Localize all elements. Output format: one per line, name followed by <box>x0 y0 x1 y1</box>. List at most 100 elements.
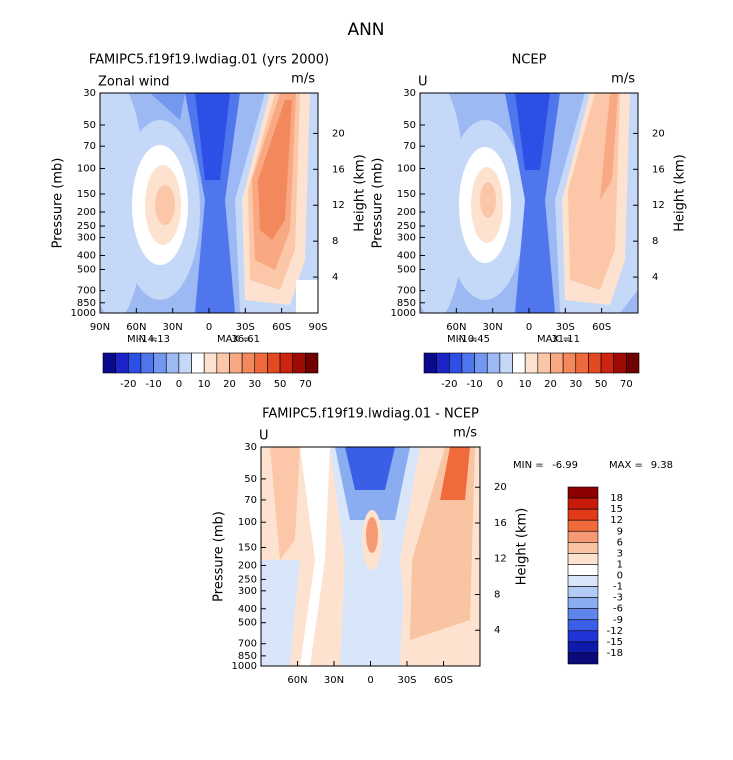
units-label: m/s <box>291 72 315 87</box>
max-value: 31.11 <box>551 334 580 345</box>
x-tick-label: 0 <box>206 322 212 333</box>
colorbar-box <box>567 497 599 510</box>
y-axis-label: Pressure (mb) <box>212 511 227 602</box>
colorbar-box <box>537 352 551 374</box>
x-tick-label: 60S <box>434 675 453 686</box>
contour-field <box>420 93 638 313</box>
y-tick-label: 300 <box>397 232 416 243</box>
panel-title: FAMIPC5.f19f19.lwdiag.01 (yrs 2000) <box>89 53 329 68</box>
colorbar-box <box>292 352 306 374</box>
units-label: m/s <box>611 72 635 87</box>
left-label: U <box>418 75 428 90</box>
y-tick-label: 50 <box>403 120 416 131</box>
y2-tick-label: 20 <box>332 128 345 139</box>
y2-tick-label: 20 <box>652 128 665 139</box>
units-label: m/s <box>453 426 477 441</box>
x-tick-label: 60N <box>446 322 466 333</box>
x-tick-label: 30S <box>397 675 416 686</box>
x-tick-label: 60N <box>126 322 146 333</box>
colorbar-label: 50 <box>595 379 608 390</box>
colorbar-label: 0 <box>497 379 503 390</box>
colorbar-label: 12 <box>610 515 623 526</box>
colorbar-box <box>626 352 640 374</box>
y2-tick-label: 16 <box>652 164 665 175</box>
colorbar-box <box>486 352 501 374</box>
x-tick-label: 90N <box>90 322 110 333</box>
colorbar-box <box>216 352 230 374</box>
colorbar-box <box>140 352 154 374</box>
y2-tick-label: 20 <box>494 482 507 493</box>
y-tick-label: 700 <box>77 286 96 297</box>
contour-field <box>100 93 318 313</box>
y-tick-label: 500 <box>238 618 257 629</box>
colorbar-box <box>229 352 243 374</box>
x-tick-label: 30N <box>324 675 344 686</box>
y-tick-label: 150 <box>397 189 416 200</box>
max-label: MAX = <box>217 334 251 345</box>
y-tick-label: 1000 <box>71 308 96 319</box>
colorbar-box <box>448 352 463 374</box>
min-value: -14.13 <box>138 334 170 345</box>
colorbar-box <box>575 352 589 374</box>
colorbar-box <box>567 553 599 565</box>
colorbar-label: 15 <box>610 504 623 515</box>
min-value: -10.45 <box>458 334 490 345</box>
colorbar-label: 20 <box>223 379 236 390</box>
colorbar-label: 50 <box>274 379 287 390</box>
y-tick-label: 500 <box>397 265 416 276</box>
y-tick-label: 500 <box>77 265 96 276</box>
colorbar-box <box>567 597 599 609</box>
colorbar-box <box>550 352 564 374</box>
x-tick-label: 60S <box>592 322 611 333</box>
y-tick-label: 1000 <box>232 661 257 672</box>
y-tick-label: 250 <box>77 221 96 232</box>
min-value: -6.99 <box>552 460 578 471</box>
y-tick-label: 850 <box>238 651 257 662</box>
y2-axis-label: Height (km) <box>353 154 368 231</box>
y2-tick-label: 8 <box>332 236 338 247</box>
colorbar-box <box>436 352 450 374</box>
max-value: 36.61 <box>231 334 260 345</box>
colorbar-box <box>567 508 599 521</box>
y2-tick-label: 4 <box>332 272 338 283</box>
y-axis-label: Pressure (mb) <box>371 158 386 249</box>
colorbar-box <box>524 352 539 374</box>
colorbar-box <box>567 586 599 598</box>
colorbar-label: -18 <box>607 648 623 659</box>
colorbar-box <box>474 352 488 374</box>
colorbar-box <box>567 575 599 587</box>
y-tick-label: 30 <box>83 88 96 99</box>
colorbar-box <box>567 630 599 643</box>
y-tick-label: 300 <box>77 232 96 243</box>
colorbar-box <box>178 352 192 374</box>
colorbar-box <box>600 352 615 374</box>
colorbar-label: 3 <box>617 548 623 559</box>
colorbar-label: 30 <box>569 379 582 390</box>
colorbar-box <box>279 352 294 374</box>
y-tick-label: 400 <box>77 251 96 262</box>
y-tick-label: 850 <box>397 298 416 309</box>
colorbar-box <box>499 352 513 374</box>
colorbar-label: -20 <box>120 379 136 390</box>
colorbar-label: 10 <box>519 379 532 390</box>
colorbar-box <box>512 352 526 374</box>
y-tick-label: 850 <box>77 298 96 309</box>
colorbar-label: 6 <box>617 537 623 548</box>
max-value: 9.38 <box>651 460 673 471</box>
y2-tick-label: 4 <box>652 272 658 283</box>
y-tick-label: 100 <box>238 517 257 528</box>
panel-title: NCEP <box>512 53 547 68</box>
x-tick-label: 30S <box>556 322 575 333</box>
x-tick-label: 90S <box>308 322 327 333</box>
y-tick-label: 250 <box>397 221 416 232</box>
colorbar-box <box>191 352 205 374</box>
colorbar-label: 70 <box>620 379 633 390</box>
colorbar-box <box>203 352 218 374</box>
x-tick-label: 30S <box>236 322 255 333</box>
y-tick-label: 700 <box>238 639 257 650</box>
colorbar-label: 9 <box>617 526 623 537</box>
min-label: MIN = <box>513 460 544 471</box>
colorbar-label: 1 <box>617 559 623 570</box>
colorbar-label: -1 <box>613 582 623 593</box>
colorbar-label: -9 <box>613 615 623 626</box>
